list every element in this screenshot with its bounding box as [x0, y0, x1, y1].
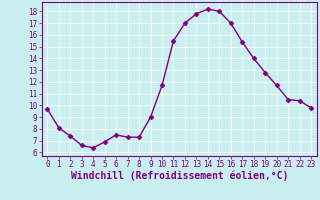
X-axis label: Windchill (Refroidissement éolien,°C): Windchill (Refroidissement éolien,°C) [70, 171, 288, 181]
